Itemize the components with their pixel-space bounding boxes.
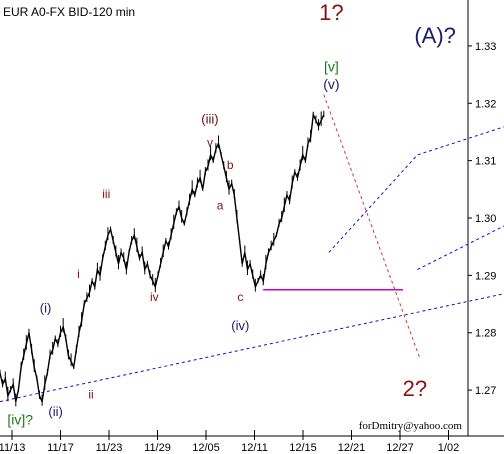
wave-label: (ii): [48, 404, 62, 419]
x-tick-label: 11/29: [144, 442, 171, 454]
y-tick-label: 1.33: [475, 41, 496, 53]
wave-label: iv: [150, 290, 159, 304]
wave-label: iii: [102, 187, 110, 201]
wave-label: i: [77, 267, 80, 281]
wave-label: b: [227, 158, 234, 172]
x-tick-label: 11/17: [47, 442, 74, 454]
x-tick-label: 12/05: [192, 442, 220, 454]
wave-label: v: [207, 135, 213, 149]
wave-label: (iv): [231, 318, 249, 333]
projection-line: [323, 94, 421, 359]
y-tick-label: 1.32: [475, 98, 496, 110]
wave-label: [iv]?: [7, 412, 33, 428]
x-tick-label: 12/15: [289, 442, 317, 454]
wave-label: 2?: [403, 376, 427, 401]
chart-title: EUR A0-FX BID-120 min: [3, 5, 135, 19]
x-tick-label: 11/23: [96, 442, 123, 454]
price-line: [0, 112, 325, 405]
x-tick-label: 12/11: [241, 442, 268, 454]
channel-lines: [0, 126, 504, 403]
projection-segment: [323, 94, 421, 359]
wave-label: a: [217, 198, 224, 212]
y-tick-label: 1.27: [475, 385, 496, 397]
channel-lower: [0, 293, 504, 403]
y-tick-label: 1.29: [475, 270, 496, 282]
wave-label: (A)?: [414, 23, 456, 48]
x-tick-label: 12/27: [386, 442, 414, 454]
wave-label: (i): [40, 301, 52, 316]
wave-label: (iii): [201, 111, 218, 126]
wave-label: c: [237, 290, 243, 304]
x-tick-label: 12/21: [338, 442, 366, 454]
channel-upper: [328, 126, 504, 253]
wave-label: 1?: [319, 0, 343, 25]
y-axis: 1.27 1.28 1.29 1.30 1.31 1.32 1.33: [468, 41, 496, 397]
x-axis: 11/13 11/17 11/23 11/29 12/05 12/11 12/15 12/21…: [0, 430, 459, 454]
wave-label: ii: [88, 388, 93, 402]
watermark: forDmitry@yahoo.com: [359, 420, 463, 432]
x-tick-label: 11/13: [0, 442, 25, 454]
wave-labels: 1? (A)? [v](v) (iii) vb iii a i iv c (i) (iv) ii (ii)…: [7, 0, 456, 427]
y-tick-label: 1.30: [475, 213, 496, 225]
x-tick-label: 1/02: [438, 442, 459, 454]
wave-label: (v): [323, 76, 339, 92]
wave-label: [v]: [324, 59, 339, 75]
price-series: [0, 110, 325, 407]
y-tick-label: 1.31: [475, 156, 496, 168]
y-tick-label: 1.28: [475, 328, 496, 340]
